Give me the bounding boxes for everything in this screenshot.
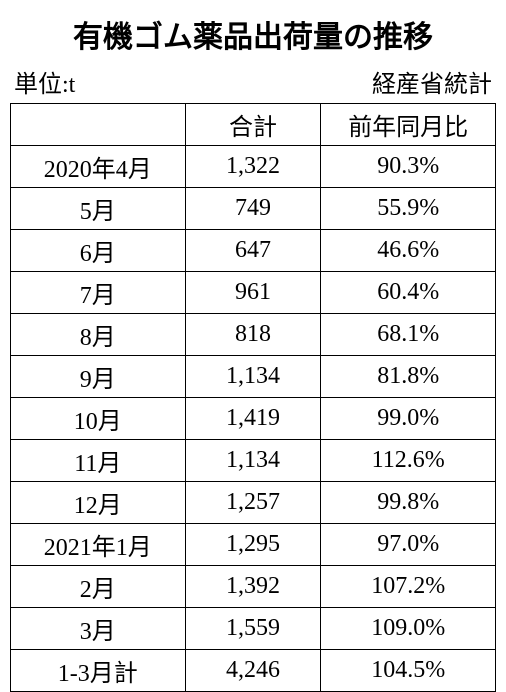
table-row: 6月64746.6% [11, 230, 496, 272]
row-yoy: 81.8% [321, 356, 496, 398]
row-label: 3月 [11, 608, 186, 650]
table-row: 8月81868.1% [11, 314, 496, 356]
row-yoy: 99.0% [321, 398, 496, 440]
data-table: 合計 前年同月比 2020年4月1,32290.3%5月74955.9%6月64… [10, 103, 496, 692]
row-total: 1,559 [185, 608, 321, 650]
row-total: 1,134 [185, 440, 321, 482]
row-label: 2月 [11, 566, 186, 608]
row-yoy: 97.0% [321, 524, 496, 566]
row-yoy: 90.3% [321, 146, 496, 188]
table-row: 2月1,392107.2% [11, 566, 496, 608]
row-yoy: 55.9% [321, 188, 496, 230]
table-header-row: 合計 前年同月比 [11, 104, 496, 146]
row-label: 1-3月計 [11, 650, 186, 692]
row-label: 2020年4月 [11, 146, 186, 188]
row-total: 749 [185, 188, 321, 230]
row-total: 1,392 [185, 566, 321, 608]
table-row: 5月74955.9% [11, 188, 496, 230]
table-row: 11月1,134112.6% [11, 440, 496, 482]
row-label: 8月 [11, 314, 186, 356]
row-total: 647 [185, 230, 321, 272]
row-yoy: 112.6% [321, 440, 496, 482]
col-header-total: 合計 [185, 104, 321, 146]
row-total: 1,322 [185, 146, 321, 188]
row-label: 7月 [11, 272, 186, 314]
col-header-blank [11, 104, 186, 146]
table-row: 2021年1月1,29597.0% [11, 524, 496, 566]
row-yoy: 46.6% [321, 230, 496, 272]
row-total: 1,419 [185, 398, 321, 440]
page-title: 有機ゴム薬品出荷量の推移 [10, 12, 496, 56]
row-total: 818 [185, 314, 321, 356]
row-label: 5月 [11, 188, 186, 230]
table-row: 12月1,25799.8% [11, 482, 496, 524]
table-row: 7月96160.4% [11, 272, 496, 314]
subheader: 単位:t 経産省統計 [10, 64, 496, 103]
row-yoy: 99.8% [321, 482, 496, 524]
table-row: 3月1,559109.0% [11, 608, 496, 650]
table-row: 1-3月計4,246104.5% [11, 650, 496, 692]
row-label: 10月 [11, 398, 186, 440]
row-label: 6月 [11, 230, 186, 272]
table-row: 2020年4月1,32290.3% [11, 146, 496, 188]
row-total: 961 [185, 272, 321, 314]
row-yoy: 104.5% [321, 650, 496, 692]
col-header-yoy: 前年同月比 [321, 104, 496, 146]
row-yoy: 60.4% [321, 272, 496, 314]
row-total: 4,246 [185, 650, 321, 692]
source-label: 経産省統計 [372, 64, 492, 99]
unit-label: 単位:t [14, 64, 75, 99]
row-label: 2021年1月 [11, 524, 186, 566]
row-total: 1,295 [185, 524, 321, 566]
row-total: 1,134 [185, 356, 321, 398]
row-label: 12月 [11, 482, 186, 524]
row-label: 9月 [11, 356, 186, 398]
table-row: 9月1,13481.8% [11, 356, 496, 398]
row-yoy: 68.1% [321, 314, 496, 356]
table-row: 10月1,41999.0% [11, 398, 496, 440]
row-total: 1,257 [185, 482, 321, 524]
row-yoy: 107.2% [321, 566, 496, 608]
row-label: 11月 [11, 440, 186, 482]
row-yoy: 109.0% [321, 608, 496, 650]
